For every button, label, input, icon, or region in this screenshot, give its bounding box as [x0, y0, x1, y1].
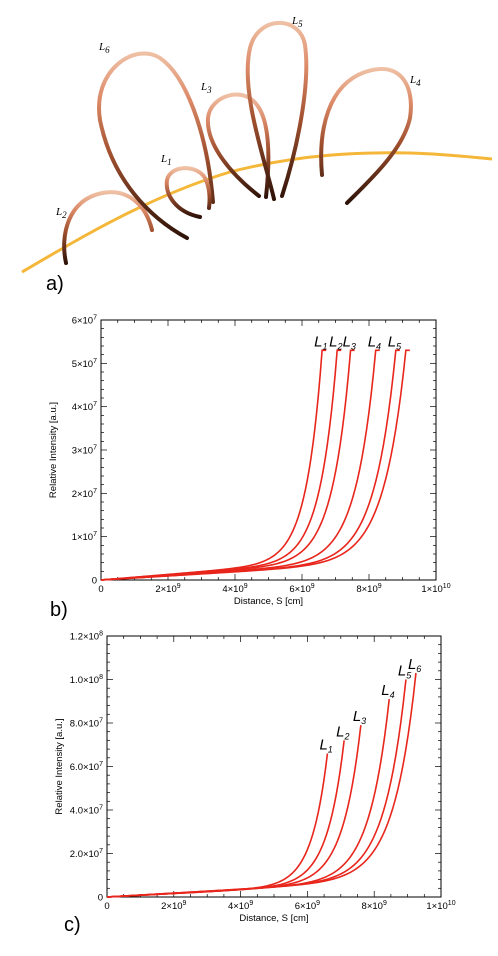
chart-b-x-axis-label: Distance, S [cm] [234, 596, 303, 607]
x-tick-label: 8×109 [356, 583, 381, 595]
loop-l2 [62, 190, 154, 265]
x-tick-label: 4×109 [228, 900, 253, 912]
series-line-l4 [106, 698, 391, 898]
series-label-l5: L5 [388, 333, 402, 351]
x-tick-label: 2×109 [155, 583, 180, 595]
x-tick-label: 0 [104, 901, 109, 912]
y-tick-label: 1×107 [72, 531, 97, 543]
loop-l6 [97, 51, 215, 240]
y-tick-label: 2×107 [72, 488, 97, 500]
loop-l3 [205, 92, 271, 199]
panel-c-label: c) [64, 914, 81, 936]
series-label-l4: L4 [368, 333, 381, 351]
loop-label-l2: L2 [55, 206, 67, 220]
chart-c-x-axis-label: Distance, S [cm] [239, 913, 308, 924]
loop-label-l5: L5 [291, 15, 303, 29]
x-tick-label: 6×109 [295, 900, 320, 912]
series-label-l3: L3 [353, 708, 366, 726]
chart-c-y-axis-label: Relative Intensity [a.u.] [54, 718, 65, 814]
x-tick-label: 1×1010 [426, 900, 455, 912]
y-tick-label: 0 [92, 576, 97, 587]
loop-l5 [245, 20, 309, 201]
x-tick-label: 6×109 [289, 583, 314, 595]
chart-c: 0 2×109 4×109 6×109 8×109 1×1010 0 2.0×107 4.0×1… [54, 631, 456, 937]
y-tick-label: 5×107 [72, 358, 97, 370]
x-tick-label: 8×109 [362, 900, 387, 912]
series-line-l2 [100, 349, 342, 581]
panel-a-label: a) [46, 273, 64, 295]
loop-l4 [319, 67, 413, 205]
chart-b-y-axis-label: Relative Intensity [a.u.] [48, 402, 59, 498]
solar-surface-curve [21, 151, 493, 274]
series-line-l5 [100, 349, 400, 581]
chart-b: 0 2×109 4×109 6×109 8×109 1×1010 0 1×107 2×107 3×… [48, 315, 451, 622]
loop-label-l1: L1 [160, 153, 172, 167]
chart-c-frame [106, 635, 442, 898]
series-label-l3: L3 [343, 333, 356, 351]
loop-label-l3: L3 [200, 81, 212, 95]
x-tick-label: 4×109 [222, 583, 247, 595]
y-tick-label: 8.0×107 [70, 718, 103, 730]
series-line-s6 [100, 349, 410, 581]
series-line-l2 [106, 740, 345, 898]
series-line-l4 [100, 349, 380, 581]
y-tick-label: 6.0×107 [70, 761, 103, 773]
y-tick-label: 2.0×107 [70, 848, 103, 860]
series-label-l1: L1 [314, 333, 327, 351]
series-label-l1: L1 [319, 736, 332, 754]
series-line-l3 [100, 349, 355, 581]
series-label-l2: L2 [329, 333, 342, 351]
series-line-l6 [106, 672, 417, 898]
y-tick-label: 1.2×108 [70, 631, 103, 643]
y-tick-label: 4×107 [72, 401, 97, 413]
panel-b-label: b) [50, 599, 68, 621]
y-tick-label: 0 [98, 893, 103, 904]
x-tick-label: 0 [98, 584, 103, 595]
panel-a-loops-diagram: L1 L2 L3 L4 L5 L6 a) [21, 15, 493, 295]
chart-b-frame [100, 319, 437, 581]
y-tick-label: 6×107 [72, 315, 97, 327]
series-line-l1 [106, 753, 329, 898]
y-tick-label: 3×107 [72, 445, 97, 457]
y-tick-label: 1.0×108 [70, 674, 103, 686]
y-tick-label: 4.0×107 [70, 805, 103, 817]
series-line-l1 [100, 349, 327, 581]
x-tick-label: 2×109 [161, 900, 186, 912]
x-tick-label: 1×1010 [421, 583, 450, 595]
loop-l1 [164, 166, 212, 219]
series-label-l6: L6 [408, 656, 421, 674]
series-label-l2: L2 [336, 723, 349, 741]
loop-label-l4: L4 [409, 74, 421, 88]
series-label-l4: L4 [381, 682, 394, 700]
loop-label-l6: L6 [98, 41, 110, 55]
